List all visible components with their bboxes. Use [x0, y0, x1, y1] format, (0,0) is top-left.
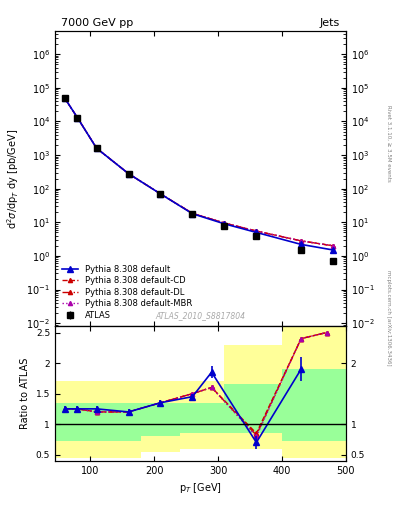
Pythia 8.308 default-MBR	[158, 191, 163, 197]
Pythia 8.308 default	[75, 115, 80, 121]
Pythia 8.308 default-DL	[75, 115, 80, 121]
Pythia 8.308 default-CD	[94, 145, 99, 151]
Pythia 8.308 default-MBR	[126, 170, 131, 177]
Pythia 8.308 default	[299, 241, 303, 247]
Y-axis label: d$^2\sigma$/dp$_T$ dy [pb/GeV]: d$^2\sigma$/dp$_T$ dy [pb/GeV]	[5, 129, 21, 229]
Pythia 8.308 default-CD	[254, 228, 259, 234]
Y-axis label: Ratio to ATLAS: Ratio to ATLAS	[20, 358, 30, 429]
Pythia 8.308 default-CD	[62, 95, 67, 101]
Pythia 8.308 default	[222, 221, 227, 227]
X-axis label: p$_T$ [GeV]: p$_T$ [GeV]	[179, 481, 222, 495]
Pythia 8.308 default-DL	[254, 228, 259, 234]
Pythia 8.308 default	[190, 210, 195, 217]
Pythia 8.308 default-CD	[331, 243, 335, 249]
Pythia 8.308 default-DL	[94, 145, 99, 151]
Pythia 8.308 default-MBR	[222, 220, 227, 226]
Pythia 8.308 default	[158, 191, 163, 197]
Line: Pythia 8.308 default-CD: Pythia 8.308 default-CD	[62, 96, 335, 248]
Pythia 8.308 default-MBR	[331, 243, 335, 249]
Pythia 8.308 default-MBR	[190, 210, 195, 217]
Pythia 8.308 default-MBR	[254, 228, 259, 234]
Text: 7000 GeV pp: 7000 GeV pp	[61, 18, 133, 28]
Pythia 8.308 default-DL	[158, 191, 163, 197]
Pythia 8.308 default	[254, 229, 259, 236]
Pythia 8.308 default-MBR	[62, 95, 67, 101]
Pythia 8.308 default-CD	[299, 238, 303, 244]
Text: mcplots.cern.ch [arXiv:1306.3436]: mcplots.cern.ch [arXiv:1306.3436]	[386, 270, 391, 365]
Pythia 8.308 default-MBR	[299, 238, 303, 244]
Pythia 8.308 default	[126, 170, 131, 177]
Pythia 8.308 default-DL	[62, 95, 67, 101]
Pythia 8.308 default-CD	[190, 210, 195, 217]
Text: ATLAS_2010_S8817804: ATLAS_2010_S8817804	[155, 311, 246, 321]
Text: Jets: Jets	[320, 18, 340, 28]
Pythia 8.308 default	[94, 145, 99, 151]
Line: Pythia 8.308 default-MBR: Pythia 8.308 default-MBR	[62, 96, 335, 248]
Text: Rivet 3.1.10, ≥ 3.5M events: Rivet 3.1.10, ≥ 3.5M events	[386, 105, 391, 182]
Pythia 8.308 default-MBR	[75, 115, 80, 121]
Line: Pythia 8.308 default: Pythia 8.308 default	[62, 95, 336, 253]
Pythia 8.308 default-CD	[126, 170, 131, 177]
Pythia 8.308 default-CD	[158, 191, 163, 197]
Pythia 8.308 default-CD	[222, 220, 227, 226]
Pythia 8.308 default-DL	[190, 210, 195, 217]
Pythia 8.308 default	[331, 247, 335, 253]
Pythia 8.308 default-DL	[222, 220, 227, 226]
Pythia 8.308 default-DL	[299, 238, 303, 244]
Pythia 8.308 default-DL	[126, 170, 131, 177]
Pythia 8.308 default-MBR	[94, 145, 99, 151]
Pythia 8.308 default-DL	[331, 243, 335, 249]
Pythia 8.308 default	[62, 95, 67, 101]
Line: Pythia 8.308 default-DL: Pythia 8.308 default-DL	[62, 96, 335, 248]
Legend: Pythia 8.308 default, Pythia 8.308 default-CD, Pythia 8.308 default-DL, Pythia 8: Pythia 8.308 default, Pythia 8.308 defau…	[59, 262, 195, 322]
Pythia 8.308 default-CD	[75, 115, 80, 121]
